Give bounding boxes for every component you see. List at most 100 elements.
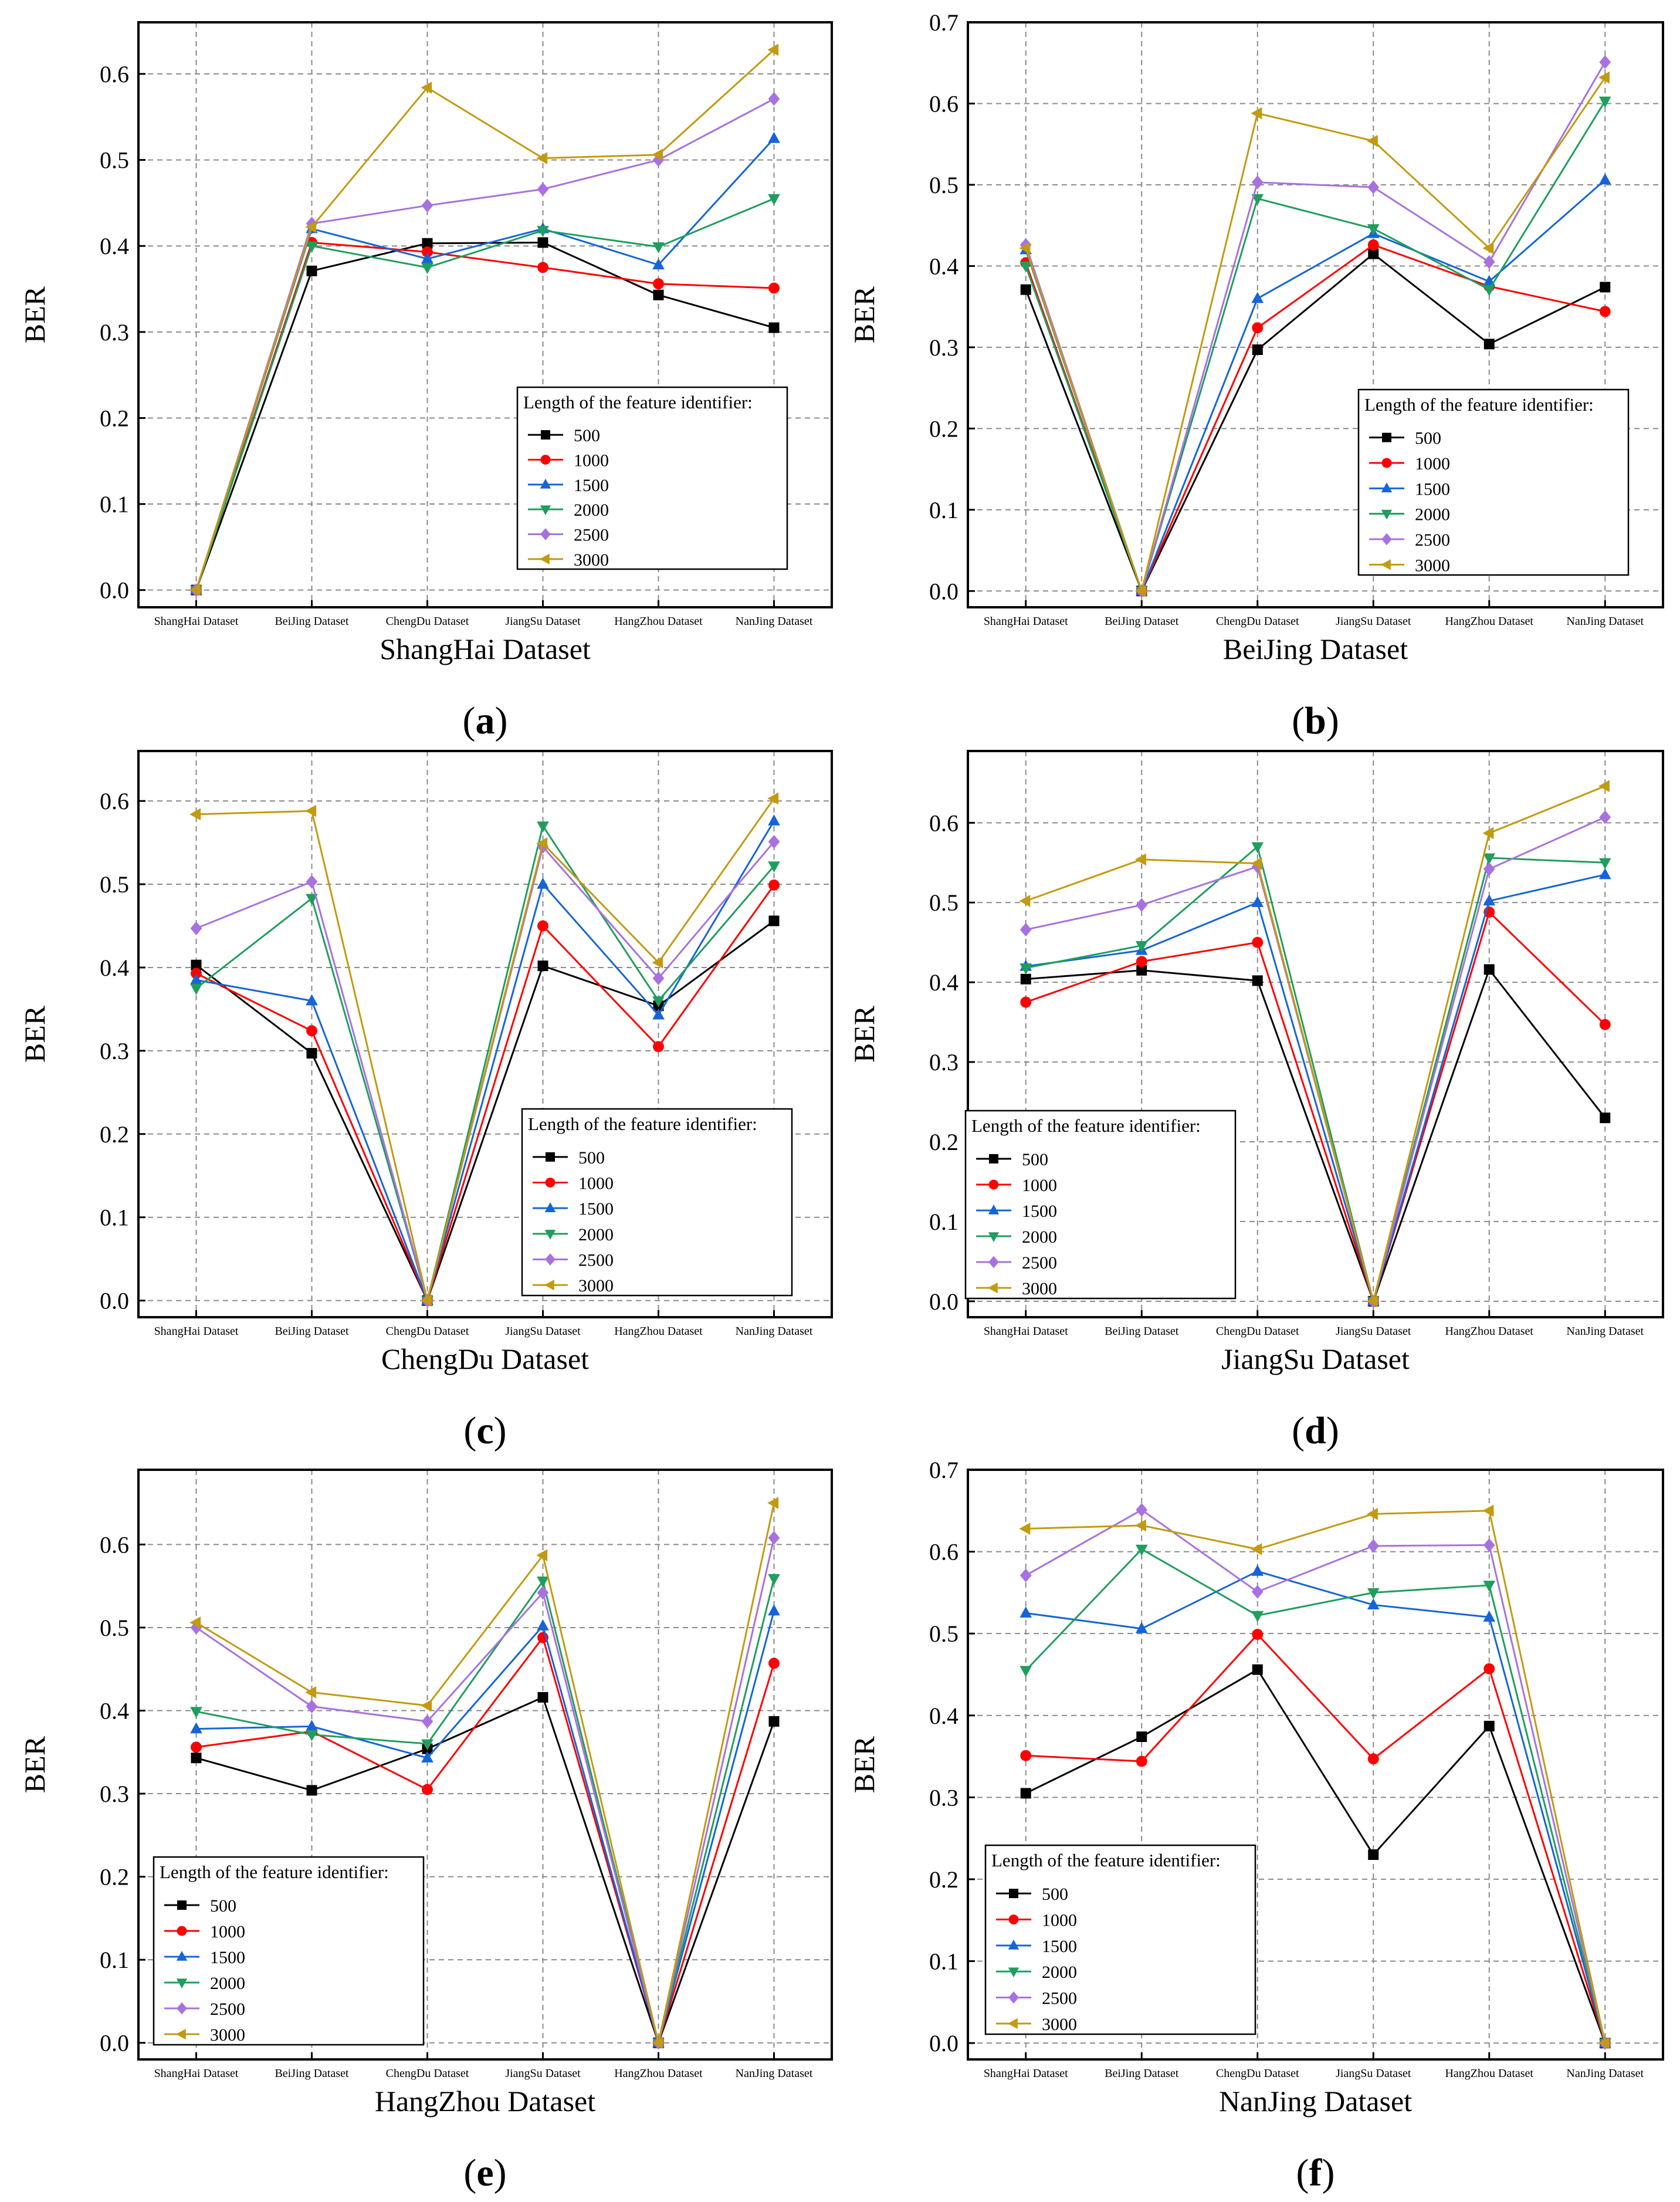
x-tick-label: JiangSu Dataset (505, 615, 581, 628)
y-tick-label: 0.4 (929, 969, 958, 996)
y-tick-label: 0.2 (929, 1129, 958, 1155)
data-point-1000 (768, 1658, 780, 1669)
y-axis-title: BER (18, 1736, 51, 1793)
x-tick-label: BeiJing Dataset (1105, 2067, 1179, 2080)
legend-marker-1500 (1381, 482, 1393, 493)
legend-label-2500: 2500 (1022, 1253, 1057, 1273)
y-tick-label: 0.1 (100, 491, 129, 517)
panel-label-open: ( (1292, 1409, 1305, 1452)
legend: Length of the feature identifier: 500 1000… (984, 1844, 1256, 2035)
chart-panel-c: 0.0 0.1 0.2 0.3 0.4 0.5 0.6 ShangHai Dataset Bei… (18, 750, 833, 1452)
data-point-500 (1483, 1720, 1495, 1731)
data-point-1000 (537, 262, 548, 273)
data-point-2500 (768, 834, 780, 849)
data-point-2500 (537, 182, 549, 197)
plot-frame (967, 21, 1664, 608)
x-tick-label: NanJing Dataset (1566, 1325, 1644, 1338)
legend-marker-2000 (176, 1978, 188, 1988)
x-tick-label: HangZhou Dataset (1445, 615, 1533, 628)
data-point-500 (1483, 964, 1495, 975)
data-point-500 (1020, 284, 1031, 295)
series-line-2500 (195, 1537, 775, 2044)
legend-label-500: 500 (210, 1896, 236, 1916)
data-point-1500 (190, 1722, 202, 1734)
series-line-500 (1025, 968, 1606, 1304)
legend-marker-1000 (988, 1179, 999, 1190)
legend-label-1500: 1500 (1022, 1202, 1057, 1221)
panel-label-open: ( (463, 699, 476, 742)
data-point-500 (1020, 1788, 1031, 1799)
series-line-2000 (195, 824, 775, 1304)
data-point-2000 (537, 226, 549, 238)
data-point-2000 (421, 263, 433, 275)
data-point-2500 (190, 921, 202, 935)
y-tick-label: 0.4 (100, 1697, 129, 1724)
panel-label-letter: f (1309, 2152, 1323, 2194)
y-tick-label: 0.2 (100, 1864, 129, 1890)
x-tick-label: HangZhou Dataset (1445, 1325, 1533, 1338)
legend-label-3000: 3000 (578, 1276, 614, 1296)
y-tick-label: 0.5 (929, 172, 958, 198)
legend-marker-1000 (540, 455, 551, 465)
plot-frame (137, 1469, 833, 2061)
x-tick-label: ChengDu Dataset (1216, 1325, 1299, 1338)
x-axis-title: BeiJing Dataset (1223, 632, 1408, 665)
legend-marker-2500 (540, 528, 551, 540)
legend-label-1000: 1000 (1415, 454, 1450, 473)
chart-panel-f: 0.0 0.1 0.2 0.3 0.4 0.5 0.6 0.7 ShangHai Dataset… (848, 1457, 1664, 2194)
panel-label-open: ( (1292, 699, 1305, 742)
data-point-3000 (305, 221, 317, 234)
data-point-3000 (1598, 780, 1610, 793)
x-tick-label: ShangHai Dataset (984, 615, 1068, 628)
panel-label-letter: a (476, 699, 495, 742)
y-axis-title: BER (848, 1736, 880, 1793)
data-point-2500 (1136, 1503, 1148, 1517)
data-point-3000 (536, 152, 548, 165)
series-line-2000 (1025, 100, 1606, 594)
series-line-3000 (1025, 1510, 1606, 2044)
data-point-2000 (1598, 96, 1611, 108)
x-tick-label: HangZhou Dataset (614, 615, 703, 628)
data-point-2000 (1367, 224, 1380, 235)
x-tick-label: NanJing Dataset (1566, 2067, 1644, 2080)
data-point-1500 (768, 1604, 780, 1616)
legend-marker-3000 (988, 1282, 998, 1294)
y-tick-label: 0.3 (100, 1781, 129, 1807)
data-point-2500 (537, 1585, 549, 1600)
legend-label-2500: 2500 (574, 526, 609, 545)
legend-label-1000: 1000 (578, 1174, 614, 1193)
data-point-3000 (1019, 1523, 1031, 1535)
data-point-1500 (768, 131, 780, 143)
legend-marker-1500 (176, 1951, 188, 1961)
data-point-3000 (1019, 895, 1031, 907)
legend-marker-3000 (540, 553, 550, 565)
x-tick-label: NanJing Dataset (736, 2067, 813, 2080)
data-point-2000 (1135, 941, 1148, 952)
data-point-500 (537, 960, 548, 972)
y-tick-label: 0.0 (929, 2030, 958, 2056)
data-point-3000 (767, 1497, 779, 1509)
data-point-1000 (768, 282, 780, 294)
legend-label-500: 500 (1022, 1150, 1048, 1169)
y-tick-label: 0.0 (929, 1288, 958, 1315)
x-tick-label: BeiJing Dataset (1105, 1325, 1179, 1338)
y-tick-label: 0.4 (929, 1703, 958, 1729)
data-point-500 (1368, 1849, 1379, 1861)
data-point-2000 (652, 242, 665, 253)
data-point-500 (422, 238, 433, 249)
x-tick-label: HangZhou Dataset (614, 2067, 703, 2080)
legend-box (516, 386, 788, 570)
x-tick-label: ShangHai Dataset (984, 1325, 1068, 1338)
legend-label-2000: 2000 (574, 500, 609, 520)
data-point-500 (306, 1048, 317, 1059)
chart-panel-d: 0.0 0.1 0.2 0.3 0.4 0.5 0.6 ShangHai Dataset Bei… (848, 750, 1664, 1452)
legend-marker-2000 (540, 505, 551, 516)
legend-marker-500 (1009, 1889, 1018, 1899)
y-tick-label: 0.5 (100, 871, 129, 898)
legend-label-500: 500 (574, 426, 600, 445)
data-point-500 (1483, 339, 1495, 350)
panel-label: (f) (1296, 2152, 1335, 2194)
series-2500 (1019, 1503, 1611, 2050)
y-tick-label: 0.1 (929, 1209, 958, 1235)
